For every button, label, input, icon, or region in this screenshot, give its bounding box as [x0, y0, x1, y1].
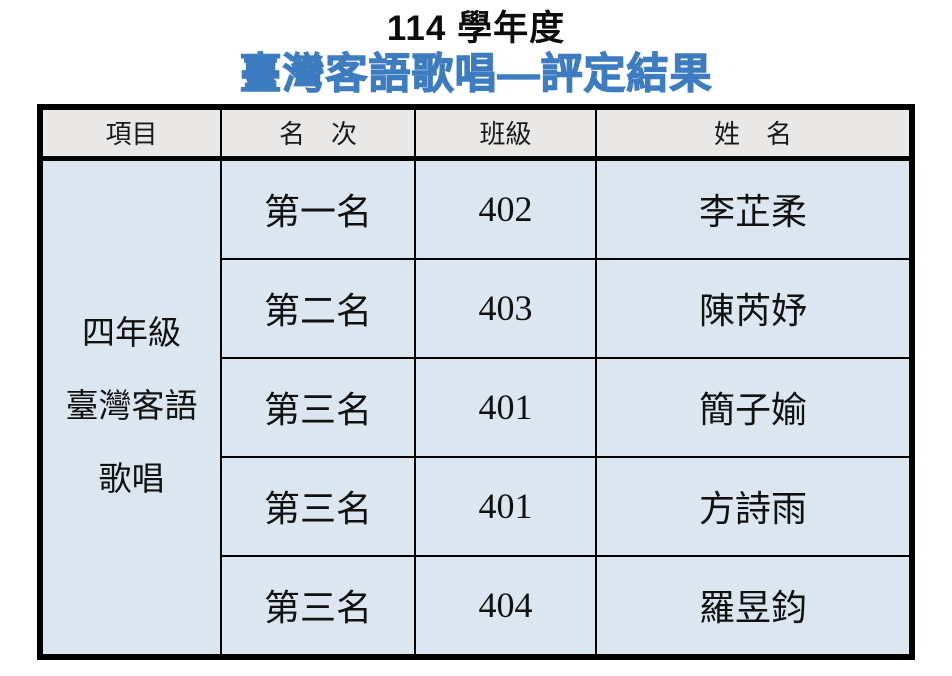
item-lines: 四年級 臺灣客語 歌唱 — [43, 161, 220, 654]
header-row: 項目 名 次 班級 姓 名 — [39, 105, 914, 161]
table-row: 第三名 401 方詩雨 — [40, 455, 914, 557]
item-line-grade: 四年級 — [81, 315, 181, 352]
rank-cell: 第一名 — [219, 157, 417, 260]
title-block: 114 學年度 臺灣客語歌唱—評定結果 — [0, 0, 952, 97]
header-item: 項目 — [39, 105, 222, 161]
name-cell: 方詩雨 — [594, 455, 914, 557]
class-cell: 401 — [414, 356, 597, 458]
class-cell: 403 — [414, 257, 597, 359]
table-row: 四年級 臺灣客語 歌唱 第一名 402 李芷柔 — [39, 157, 914, 658]
class-cell: 404 — [414, 554, 597, 658]
header-rank: 名 次 — [219, 105, 417, 161]
rank-cell: 第三名 — [219, 455, 417, 557]
class-cell: 401 — [414, 455, 597, 557]
page-title-year: 114 學年度 — [386, 9, 566, 48]
results-table: 項目 名 次 班級 姓 名 四年級 臺灣客語 歌唱 第一名 402 李芷柔 — [37, 103, 915, 660]
item-line-activity: 歌唱 — [98, 461, 165, 498]
header-name: 姓 名 — [594, 105, 914, 161]
item-line-category: 臺灣客語 — [65, 388, 198, 425]
name-cell: 李芷柔 — [594, 157, 914, 260]
page-title-event: 臺灣客語歌唱—評定結果 — [239, 49, 713, 97]
table-row: 第三名 404 羅昱鈞 — [40, 554, 914, 658]
rank-cell: 第三名 — [219, 356, 417, 458]
rank-cell: 第三名 — [219, 554, 417, 658]
table-row: 第二名 403 陳芮妤 — [40, 257, 914, 359]
name-cell: 羅昱鈞 — [594, 554, 914, 658]
table-row: 第三名 401 簡子媮 — [40, 356, 914, 458]
rank-cell: 第二名 — [219, 257, 417, 359]
name-cell: 簡子媮 — [594, 356, 914, 458]
class-cell: 402 — [414, 157, 597, 260]
header-class: 班級 — [414, 105, 597, 161]
item-merged-cell: 四年級 臺灣客語 歌唱 — [39, 157, 222, 658]
name-cell: 陳芮妤 — [594, 257, 914, 359]
